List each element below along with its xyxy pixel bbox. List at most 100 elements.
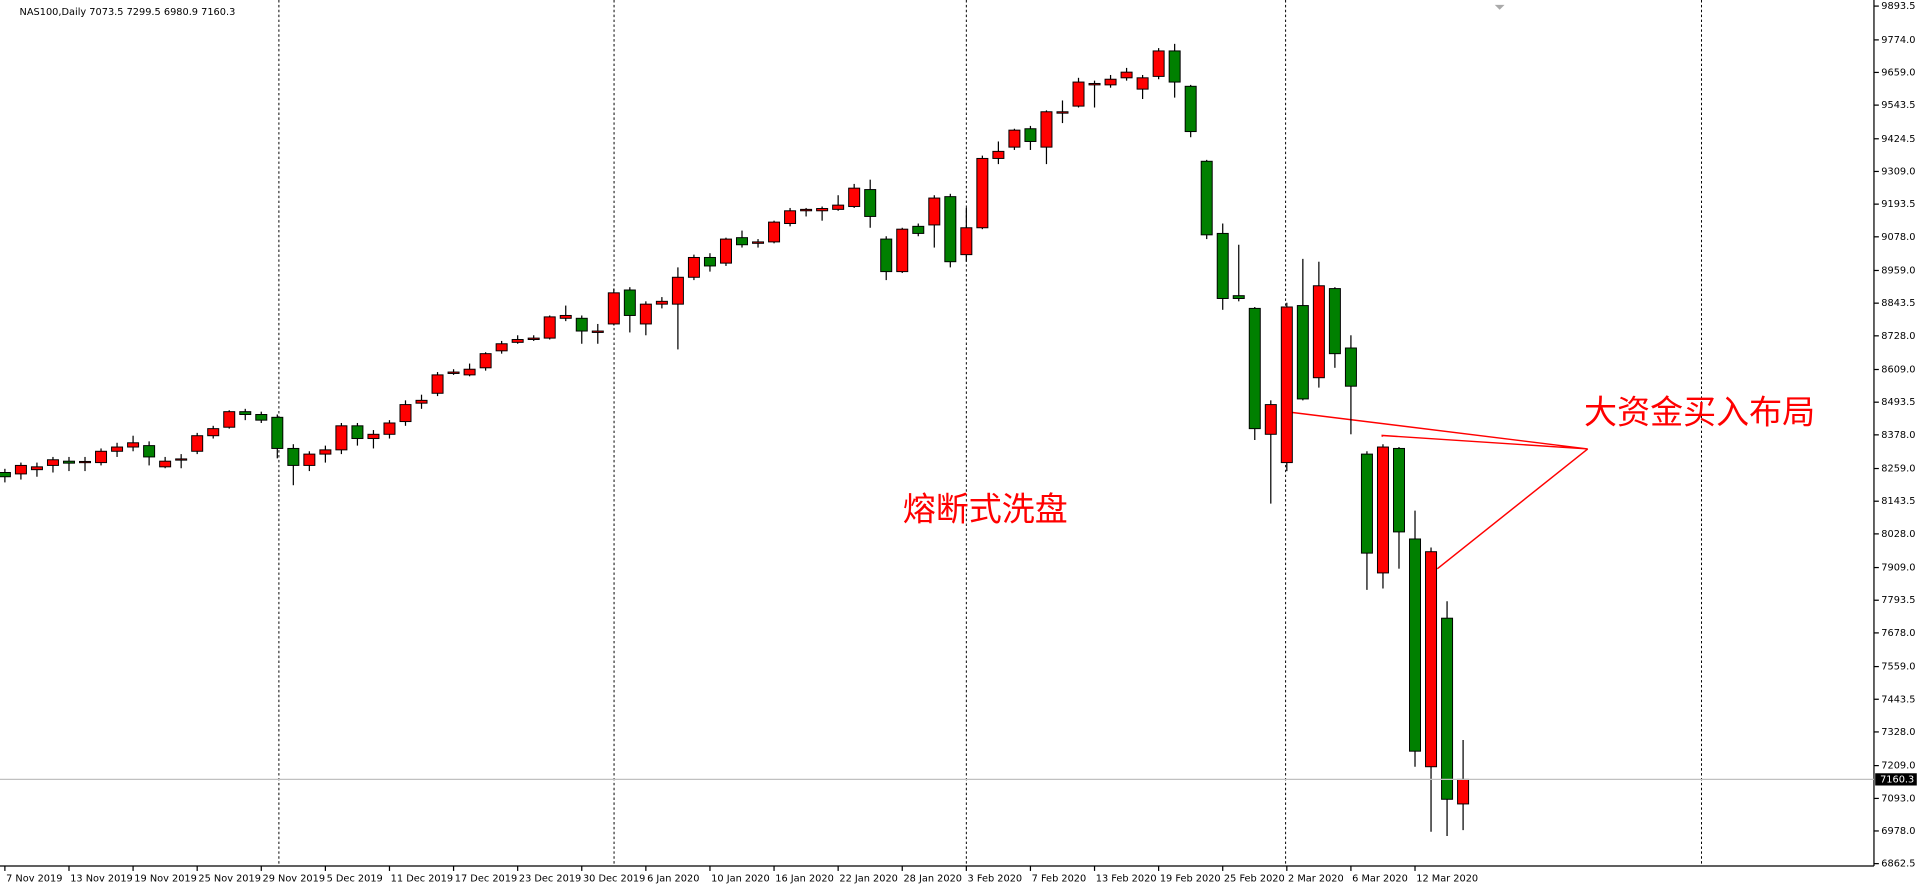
candle-body <box>463 368 476 376</box>
candle-body <box>1088 82 1101 86</box>
candle-body <box>79 460 92 464</box>
y-tick-label: 9309.0 <box>1881 166 1915 177</box>
candle-body <box>944 196 957 263</box>
candle-body <box>736 237 748 246</box>
y-tick-label: 9543.5 <box>1881 100 1915 111</box>
x-tick-label: 13 Nov 2019 <box>70 873 133 884</box>
candle-body <box>111 446 124 452</box>
candle-body <box>1344 347 1357 387</box>
candle-body <box>1024 128 1037 142</box>
y-tick-label: 8028.0 <box>1881 529 1915 540</box>
candle-body <box>479 353 492 369</box>
y-tick-label: 8728.0 <box>1881 331 1915 342</box>
y-tick-label: 8259.0 <box>1881 464 1915 475</box>
candle-body <box>784 210 797 225</box>
annotation: 大资金买入布局 <box>1584 393 1815 432</box>
candle-body <box>223 411 236 428</box>
x-tick-label: 25 Nov 2019 <box>198 873 261 884</box>
candle-body <box>191 435 204 452</box>
candle-body <box>95 450 108 464</box>
candle-body <box>303 453 316 466</box>
candle-body <box>159 460 172 468</box>
candle-body <box>928 197 941 226</box>
pointer-line <box>1290 411 1588 450</box>
y-tick-label: 9078.0 <box>1881 232 1915 243</box>
candle-body <box>431 374 444 394</box>
x-tick-label: 22 Jan 2020 <box>839 873 898 884</box>
candle-body <box>1120 71 1133 79</box>
x-tick-label: 17 Dec 2019 <box>455 873 517 884</box>
candle-body <box>848 187 861 208</box>
y-tick-label: 7093.0 <box>1881 793 1915 804</box>
candle-body <box>703 256 716 267</box>
candle-body <box>351 425 364 440</box>
annotation: 熔断式洗盘 <box>903 489 1068 528</box>
x-tick-label: 3 Feb 2020 <box>968 873 1023 884</box>
candle-body <box>143 445 156 458</box>
candle-body <box>1056 111 1069 114</box>
y-tick-label: 8493.5 <box>1881 397 1915 408</box>
y-tick-label: 9774.0 <box>1881 35 1915 46</box>
candle-body <box>1072 81 1085 107</box>
candle-body <box>687 256 700 278</box>
candle-body <box>655 300 668 305</box>
y-tick-label: 6978.0 <box>1881 826 1915 837</box>
y-tick-label: 9193.5 <box>1881 199 1915 210</box>
candle-body <box>0 472 11 478</box>
x-tick-label: 6 Mar 2020 <box>1352 873 1408 884</box>
candle-body <box>62 460 75 464</box>
candle-body <box>607 292 620 325</box>
y-tick-label: 7678.0 <box>1881 628 1915 639</box>
candle-body <box>30 466 43 471</box>
x-tick-label: 25 Feb 2020 <box>1224 873 1285 884</box>
y-tick-label: 7209.0 <box>1881 761 1915 772</box>
candle-body <box>14 464 27 475</box>
candle-body <box>816 208 829 212</box>
candle-body <box>591 330 604 333</box>
candle-body <box>1376 446 1389 574</box>
candle-body <box>960 227 973 256</box>
candle-body <box>1425 551 1438 768</box>
candle-body <box>1328 288 1341 355</box>
candle-body <box>1184 85 1197 133</box>
candle-body <box>976 157 989 229</box>
x-tick-label: 13 Feb 2020 <box>1096 873 1157 884</box>
y-tick-label: 9659.0 <box>1881 67 1915 78</box>
y-tick-label: 7909.0 <box>1881 563 1915 574</box>
candle-body <box>880 238 893 273</box>
candle-body <box>1360 453 1373 554</box>
candle-body <box>255 414 268 421</box>
candle-body <box>1312 285 1325 379</box>
candle-body <box>1296 305 1309 400</box>
candle-body <box>671 276 684 305</box>
candle-body <box>800 208 813 212</box>
y-tick-label: 7559.0 <box>1881 662 1915 673</box>
x-tick-label: 12 Mar 2020 <box>1416 873 1478 884</box>
candle-body <box>1200 160 1213 236</box>
candle-body <box>559 314 572 319</box>
x-tick-label: 6 Jan 2020 <box>647 873 699 884</box>
shift-marker <box>1494 4 1505 10</box>
x-tick-label: 28 Jan 2020 <box>903 873 962 884</box>
candle-body <box>639 303 652 325</box>
annotation-lines <box>1290 411 1589 570</box>
x-tick-label: 19 Nov 2019 <box>134 873 197 884</box>
candle-body <box>1104 78 1117 86</box>
last-price-box <box>1875 773 1917 786</box>
candle-body <box>1216 232 1229 299</box>
candle-body <box>447 371 460 374</box>
x-tick-label: 29 Nov 2019 <box>263 873 326 884</box>
y-tick-label: 7793.5 <box>1881 595 1915 606</box>
candle-body <box>1280 306 1293 464</box>
y-tick-label: 8959.0 <box>1881 265 1915 276</box>
candle-body <box>207 428 220 437</box>
y-tick-label: 8378.0 <box>1881 430 1915 441</box>
candle-body <box>1136 77 1149 90</box>
candle-body <box>1232 295 1245 299</box>
candle-body <box>527 337 540 341</box>
pointer-line <box>1436 448 1589 570</box>
candle-body <box>46 459 59 466</box>
candle-body <box>319 449 332 455</box>
